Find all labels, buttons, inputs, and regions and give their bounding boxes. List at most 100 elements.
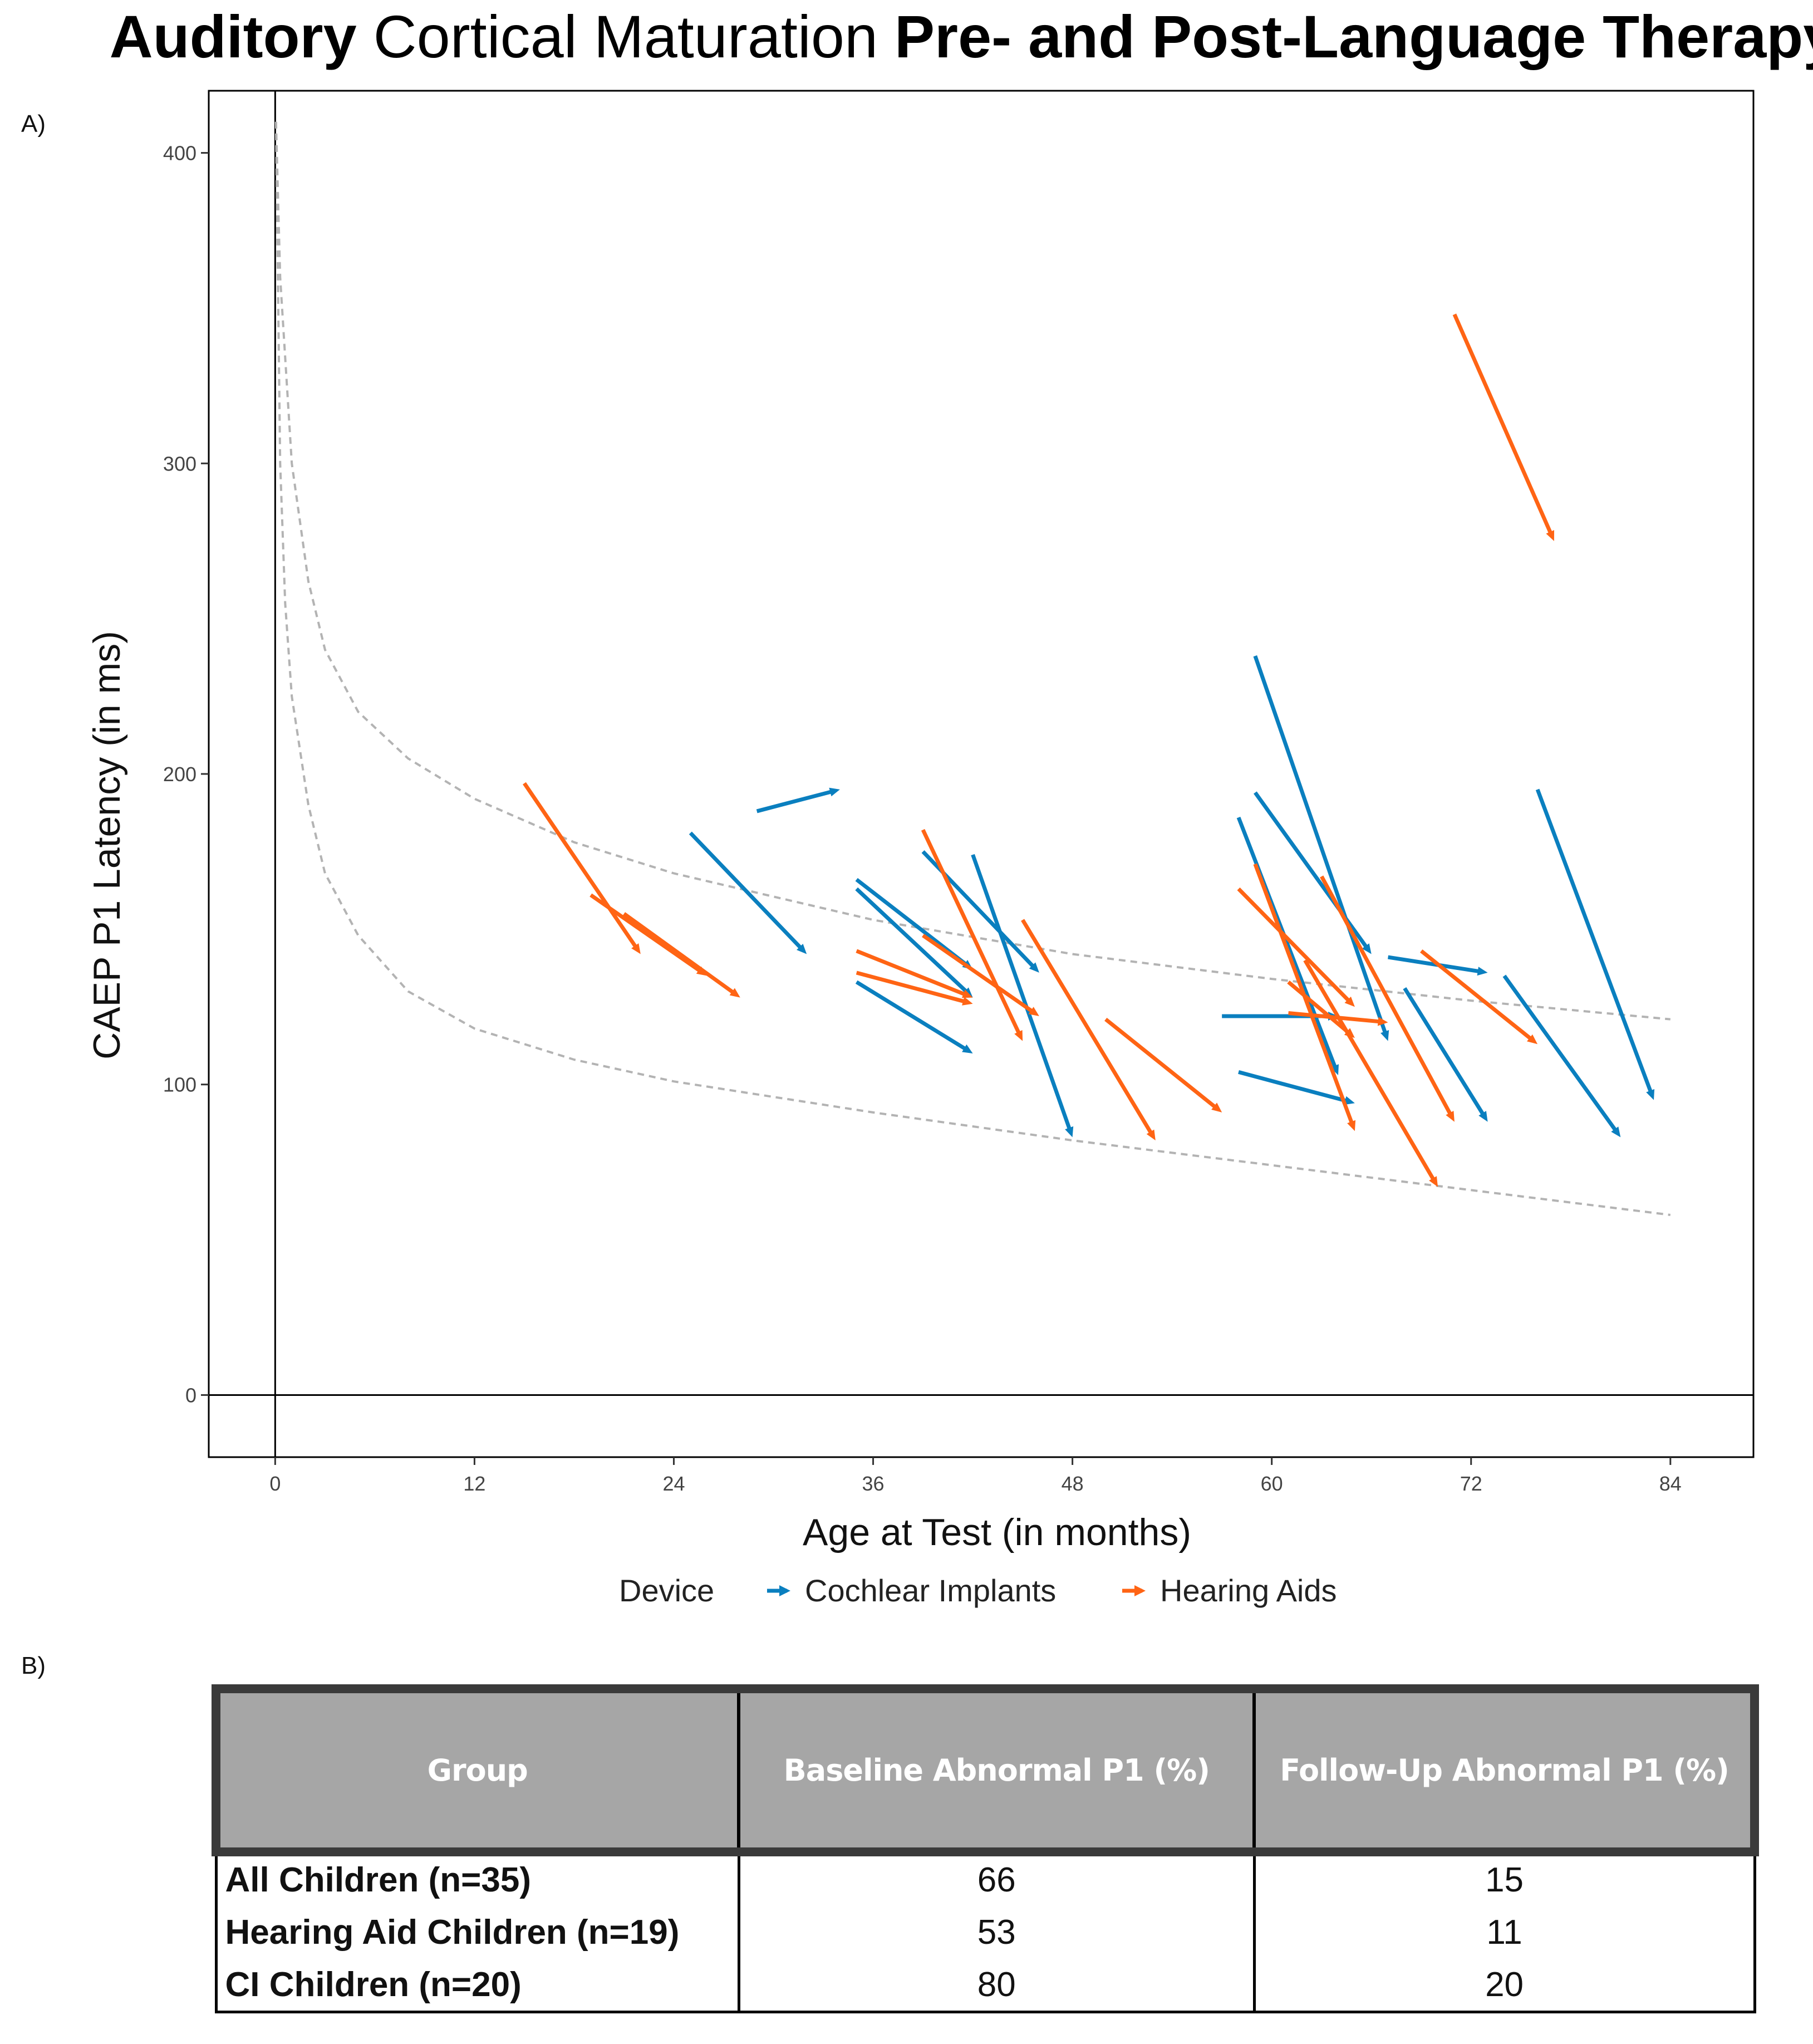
plot-border xyxy=(208,90,1755,1458)
arrow-ci-1 xyxy=(689,831,804,952)
arrow-ci-7 xyxy=(971,854,1073,1133)
legend: Device Cochlear Implants Hearing Aids xyxy=(619,1573,1337,1608)
figure-title: Auditory Cortical Maturation Pre- and Po… xyxy=(110,3,1813,70)
arrow-ha-17 xyxy=(1452,313,1554,537)
arrow-ha-16 xyxy=(1420,949,1534,1042)
arrow-ha-8 xyxy=(1021,919,1154,1136)
arrowhead-ha-9 xyxy=(1211,1102,1222,1112)
x-tick-label: 0 xyxy=(269,1472,281,1495)
summary-table-container: Group Baseline Abnormal P1 (%) Follow-Up… xyxy=(212,1684,1759,2013)
header-group: Group xyxy=(214,1687,741,1854)
arrow-ha-2 xyxy=(589,893,704,974)
x-axis-title: Age at Test (in months) xyxy=(803,1511,1191,1553)
arrowhead-ha-17 xyxy=(1546,530,1554,541)
arrow-ha-9 xyxy=(1104,1017,1219,1110)
row-followup: 20 xyxy=(1252,1958,1756,2013)
arrowhead-ci-16 xyxy=(1646,1089,1655,1100)
legend-arrowhead-hearing-aids xyxy=(1134,1585,1146,1596)
x-tick-label: 84 xyxy=(1659,1472,1682,1495)
arrow-ha-7 xyxy=(922,934,1036,1014)
arrow-ci-12 xyxy=(1238,1070,1350,1104)
arrowhead-ci-14 xyxy=(1478,1111,1488,1122)
arrow-ci-13 xyxy=(1388,955,1482,974)
reference-curve-normal-upper-limit xyxy=(274,121,1670,1021)
x-tick-label: 24 xyxy=(662,1472,685,1495)
arrow-ha-12 xyxy=(1288,1011,1383,1024)
y-tick-label: 400 xyxy=(163,142,196,165)
row-baseline: 53 xyxy=(737,1906,1256,1958)
arrowhead-ha-3 xyxy=(729,988,740,998)
y-tick-label: 100 xyxy=(163,1074,196,1096)
arrowhead-ha-7 xyxy=(1028,1007,1039,1016)
x-tick-label: 36 xyxy=(862,1472,885,1495)
row-baseline: 66 xyxy=(737,1850,1256,1906)
x-tick-label: 60 xyxy=(1261,1472,1283,1495)
legend-label-hearing-aids: Hearing Aids xyxy=(1160,1573,1337,1608)
arrow-ha-6 xyxy=(921,829,1022,1037)
legend-key-hearing-aids xyxy=(1122,1585,1146,1596)
arrow-ci-2 xyxy=(756,789,835,813)
legend-label-cochlear-implants: Cochlear Implants xyxy=(805,1573,1056,1608)
arrowhead-ci-7 xyxy=(1065,1126,1074,1138)
y-tick-label: 200 xyxy=(163,763,196,786)
arrowhead-ha-1 xyxy=(631,943,641,954)
arrow-ha-3 xyxy=(622,912,737,996)
arrow-ha-5 xyxy=(856,970,968,1004)
arrowhead-ci-5 xyxy=(962,1044,973,1053)
panel-b-label: B) xyxy=(21,1652,46,1679)
arrowhead-ha-12 xyxy=(1377,1017,1388,1026)
arrow-ci-15 xyxy=(1502,974,1619,1134)
arrowhead-ci-6 xyxy=(1029,962,1039,973)
arrow-ci-16 xyxy=(1535,788,1654,1095)
legend-arrowhead-cochlear-implants xyxy=(779,1585,790,1596)
y-tick-label: 300 xyxy=(163,452,196,475)
header-baseline: Baseline Abnormal P1 (%) xyxy=(737,1687,1256,1854)
arrowhead-ci-9 xyxy=(1380,1030,1389,1041)
row-group: All Children (n=35) xyxy=(214,1850,740,1906)
arrowhead-ha-16 xyxy=(1527,1034,1538,1045)
arrow-ci-5 xyxy=(855,980,969,1052)
table-row: Hearing Aid Children (n=19) 53 11 xyxy=(214,1906,1756,1958)
legend-title: Device xyxy=(619,1573,714,1608)
legend-key-cochlear-implants xyxy=(767,1585,790,1596)
arrow-ci-8 xyxy=(1236,816,1338,1071)
arrowhead-ha-11 xyxy=(1347,1120,1356,1131)
row-followup: 15 xyxy=(1252,1850,1756,1906)
y-axis-title: CAEP P1 Latency (in ms) xyxy=(86,631,128,1060)
arrowhead-ha-8 xyxy=(1146,1129,1156,1141)
arrowhead-ci-1 xyxy=(797,944,807,954)
row-group: Hearing Aid Children (n=19) xyxy=(214,1906,740,1958)
arrowhead-ci-10 xyxy=(1362,943,1372,954)
arrow-ci-14 xyxy=(1403,987,1486,1118)
arrowhead-ci-12 xyxy=(1344,1096,1355,1105)
reference-curve-normal-lower-limit xyxy=(274,121,1671,1216)
arrow-ha-4 xyxy=(856,949,968,997)
arrow-ha-15 xyxy=(1303,959,1437,1183)
panel-a-label: A) xyxy=(21,110,46,138)
arrowhead-ha-15 xyxy=(1429,1176,1438,1187)
table-row: CI Children (n=20) 80 20 xyxy=(214,1958,1756,2013)
arrow-ci-10 xyxy=(1253,791,1370,950)
arrowhead-ha-6 xyxy=(1014,1030,1023,1041)
x-tick-label: 72 xyxy=(1460,1472,1482,1495)
title-part-3: Pre- and Post-Language Therapy xyxy=(895,3,1813,70)
arrowhead-ci-2 xyxy=(829,787,840,797)
arrowhead-ha-4 xyxy=(961,989,973,998)
header-followup: Follow-Up Abnormal P1 (%) xyxy=(1252,1687,1756,1854)
arrow-ci-4 xyxy=(855,887,970,995)
title-part-2: Cortical Maturation xyxy=(357,3,895,70)
table-header-row: Group Baseline Abnormal P1 (%) Follow-Up… xyxy=(212,1684,1759,1856)
arrowhead-ci-15 xyxy=(1611,1126,1621,1138)
table-row: All Children (n=35) 66 15 xyxy=(214,1850,1756,1906)
arrow-ha-14 xyxy=(1320,875,1453,1117)
arrowhead-ha-5 xyxy=(962,997,973,1006)
arrow-ha-10 xyxy=(1237,887,1352,1004)
row-group: CI Children (n=20) xyxy=(214,1958,740,2013)
title-part-1: Auditory xyxy=(110,3,357,70)
x-tick-label: 48 xyxy=(1062,1472,1084,1495)
y-tick-label: 0 xyxy=(185,1384,196,1406)
arrowhead-ha-10 xyxy=(1344,996,1355,1007)
arrow-ha-1 xyxy=(523,782,639,950)
arrow-ci-9 xyxy=(1253,655,1388,1036)
